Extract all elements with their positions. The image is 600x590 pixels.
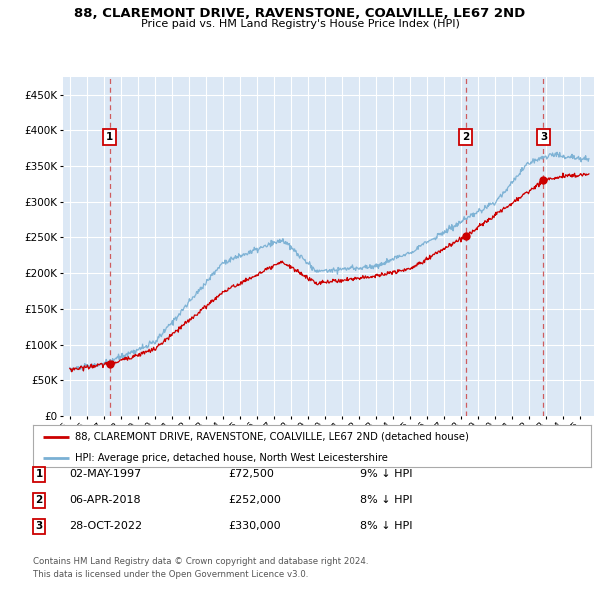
- Text: 2: 2: [35, 496, 43, 505]
- Text: 02-MAY-1997: 02-MAY-1997: [69, 470, 141, 479]
- Text: 2: 2: [462, 132, 469, 142]
- Text: £252,000: £252,000: [228, 496, 281, 505]
- Text: HPI: Average price, detached house, North West Leicestershire: HPI: Average price, detached house, Nort…: [75, 453, 388, 463]
- Text: 8% ↓ HPI: 8% ↓ HPI: [360, 496, 413, 505]
- Text: £330,000: £330,000: [228, 522, 281, 531]
- Text: 8% ↓ HPI: 8% ↓ HPI: [360, 522, 413, 531]
- Text: £72,500: £72,500: [228, 470, 274, 479]
- Text: 9% ↓ HPI: 9% ↓ HPI: [360, 470, 413, 479]
- Text: 06-APR-2018: 06-APR-2018: [69, 496, 140, 505]
- Text: This data is licensed under the Open Government Licence v3.0.: This data is licensed under the Open Gov…: [33, 571, 308, 579]
- Text: 28-OCT-2022: 28-OCT-2022: [69, 522, 142, 531]
- Text: 3: 3: [35, 522, 43, 531]
- Text: 88, CLAREMONT DRIVE, RAVENSTONE, COALVILLE, LE67 2ND: 88, CLAREMONT DRIVE, RAVENSTONE, COALVIL…: [74, 7, 526, 20]
- Text: 1: 1: [106, 132, 113, 142]
- Text: 3: 3: [540, 132, 547, 142]
- Text: Contains HM Land Registry data © Crown copyright and database right 2024.: Contains HM Land Registry data © Crown c…: [33, 558, 368, 566]
- Text: 88, CLAREMONT DRIVE, RAVENSTONE, COALVILLE, LE67 2ND (detached house): 88, CLAREMONT DRIVE, RAVENSTONE, COALVIL…: [75, 432, 469, 442]
- Text: 1: 1: [35, 470, 43, 479]
- Text: Price paid vs. HM Land Registry's House Price Index (HPI): Price paid vs. HM Land Registry's House …: [140, 19, 460, 30]
